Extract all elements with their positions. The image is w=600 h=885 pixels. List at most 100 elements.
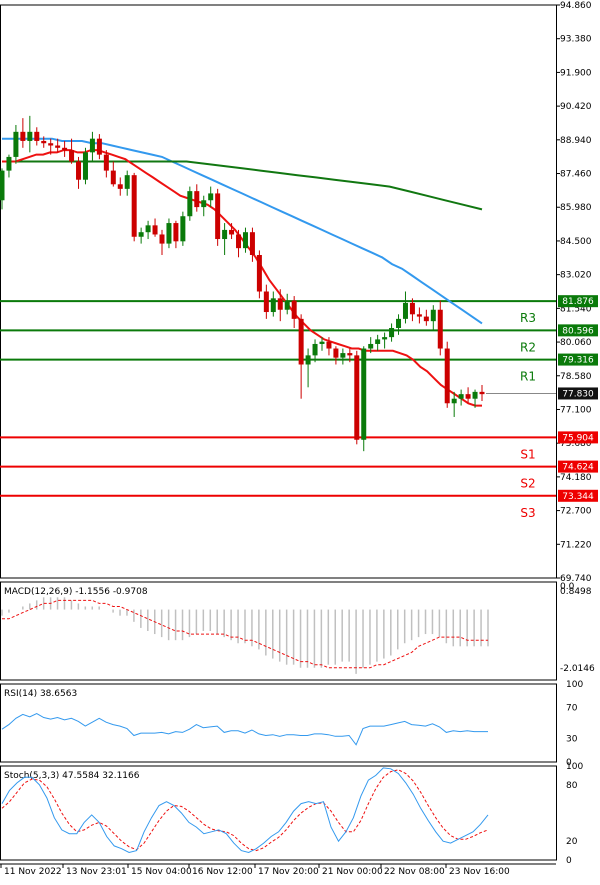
candle-body (173, 223, 179, 242)
last-price-label: 77.830 (562, 389, 594, 399)
level-name-r1: R1 (520, 370, 536, 384)
macd-title: MACD(12,26,9) -1.1556 -0.9708 (4, 587, 148, 597)
pane-frame-1 (0, 581, 557, 681)
candle-body (69, 150, 75, 162)
macd-signal-line (2, 599, 488, 669)
price-tick-label: 78.580 (560, 372, 592, 382)
candle-body (396, 318, 402, 328)
candle-body (472, 391, 478, 399)
price-tick-label: 83.020 (560, 271, 592, 281)
price-tick-label: 80.060 (560, 338, 592, 348)
price-tick-label: 77.100 (560, 405, 592, 415)
stoch-main-line (1, 767, 489, 854)
candle-body (409, 302, 415, 315)
candle-body (180, 216, 186, 242)
candle-body (103, 154, 109, 171)
candle-body (194, 191, 200, 208)
candle-body (55, 145, 61, 148)
time-axis-label: 17 Nov 20:00 (258, 867, 319, 877)
pane-frame-0 (0, 4, 557, 579)
candle-body (256, 255, 262, 292)
candle-body (340, 353, 346, 358)
price-tick-label: 87.460 (560, 170, 592, 180)
moving-average-red (2, 149, 482, 407)
price-tick-label: 91.900 (560, 68, 592, 78)
candle-body (208, 193, 214, 201)
level-price-box (558, 431, 598, 444)
time-axis-label: 22 Nov 08:00 (384, 867, 445, 877)
candle-body (354, 355, 360, 440)
candle-body (298, 318, 304, 365)
rsi-title: RSI(14) 38.6563 (4, 689, 77, 699)
candle-body (242, 232, 248, 249)
level-price-label: 73.344 (562, 492, 594, 502)
candle-body (361, 348, 367, 440)
candle-body (277, 298, 283, 310)
candle-body (263, 291, 269, 313)
rsi-line (1, 713, 488, 746)
level-price-label: 80.596 (562, 326, 594, 336)
candle-body (20, 131, 26, 141)
candle-body (465, 394, 471, 399)
candle-body (236, 234, 242, 249)
candle-body (284, 300, 290, 310)
level-name-s1: S1 (520, 447, 535, 461)
candle-body (444, 348, 450, 404)
candle-body (215, 193, 221, 240)
candle-body (82, 152, 88, 180)
candle-body (222, 229, 228, 240)
level-price-box (558, 295, 598, 308)
price-tick-label: 74.180 (560, 473, 592, 483)
pane-frame-3 (0, 765, 557, 861)
time-axis-label: 13 Nov 23:01 (66, 867, 127, 877)
macd-tick-label: 0.8498 (560, 587, 592, 597)
candle-body (13, 131, 19, 157)
candle-body (41, 140, 47, 144)
time-axis-label: 11 Nov 2022 (4, 867, 62, 877)
candle-body (229, 229, 235, 235)
candle-body (124, 175, 130, 189)
rsi-tick-label: 0 (566, 758, 572, 768)
level-price-box (558, 460, 598, 473)
rsi-tick-label: 100 (566, 680, 583, 690)
rsi-tick-label: 30 (566, 735, 578, 745)
stoch-tick-label: 20 (566, 837, 578, 847)
time-axis-label: 21 Nov 00:00 (322, 867, 383, 877)
price-tick-label: 84.500 (560, 237, 592, 247)
candle-body (458, 394, 464, 399)
candle-body (291, 300, 297, 319)
price-tick-label: 94.860 (560, 1, 592, 11)
candle-body (402, 302, 408, 319)
time-axis-label: 23 Nov 16:00 (449, 867, 510, 877)
candle-body (76, 161, 82, 180)
candle-body (416, 314, 422, 317)
candle-body (152, 225, 158, 235)
candle-body (187, 191, 193, 217)
candle-body (270, 298, 276, 313)
stoch-signal-line (1, 769, 489, 852)
price-tick-label: 93.380 (560, 35, 592, 45)
price-tick-label: 75.680 (560, 439, 592, 449)
candle-body (347, 353, 353, 356)
candle-body (375, 339, 381, 344)
stoch-tick-label: 80 (566, 781, 578, 791)
candle-body (89, 138, 95, 153)
macd-tick-label: 0.0 (560, 582, 575, 592)
candle-body (27, 131, 33, 141)
candle-body (389, 327, 395, 338)
stoch-tick-label: 100 (566, 762, 583, 772)
candle-body (249, 232, 255, 256)
stoch-title: Stoch(5,3,3) 47.5584 32.1166 (4, 771, 140, 781)
price-tick-label: 90.420 (560, 102, 592, 112)
candle-body (131, 175, 137, 237)
candle-body (326, 341, 332, 349)
candle-body (382, 337, 388, 340)
candle-body (305, 355, 311, 365)
price-tick-label: 71.220 (560, 540, 592, 550)
level-name-r2: R2 (520, 340, 536, 354)
candle-body (368, 343, 374, 349)
time-axis-label: 15 Nov 04:00 (131, 867, 192, 877)
level-price-label: 79.316 (562, 356, 594, 366)
